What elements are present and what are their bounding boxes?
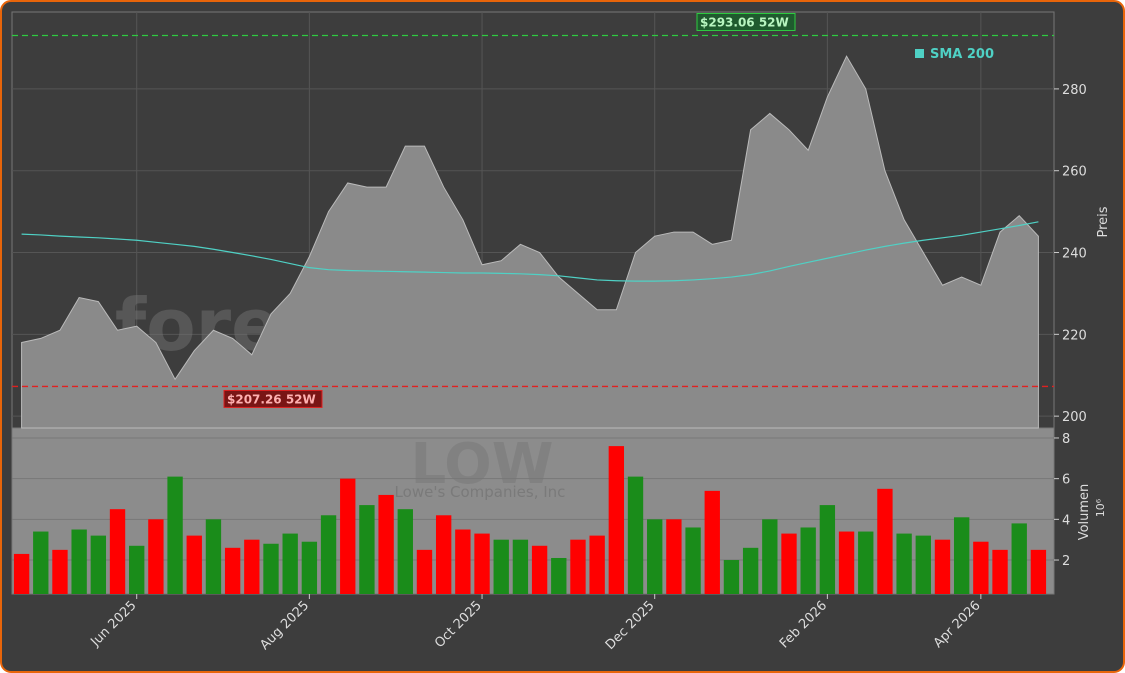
volume-bar bbox=[915, 535, 931, 594]
annotation-box bbox=[696, 12, 796, 31]
y-axis-label: Volumen bbox=[1077, 484, 1092, 541]
annotation-label: $207.26 52W bbox=[227, 392, 316, 406]
annotation-label: $293.06 52W bbox=[700, 15, 789, 29]
legend-swatch bbox=[915, 49, 924, 58]
volume-bar bbox=[589, 535, 605, 594]
volume-bar bbox=[838, 531, 855, 594]
volume-bar bbox=[877, 488, 893, 594]
volume-bar bbox=[627, 476, 644, 594]
volume-bar bbox=[723, 560, 740, 594]
volume-bar bbox=[896, 533, 912, 594]
volume-bar bbox=[704, 490, 720, 594]
volume-bar bbox=[531, 545, 548, 594]
volume-bar bbox=[359, 505, 375, 594]
legend-label: SMA 200 bbox=[930, 47, 994, 62]
volume-bar bbox=[167, 476, 183, 594]
y-tick-label: 2 bbox=[1062, 554, 1070, 569]
watermark: LOW bbox=[410, 432, 553, 497]
volume-bar bbox=[781, 533, 797, 594]
volume-bar bbox=[474, 533, 490, 594]
volume-bar bbox=[263, 543, 279, 594]
volume-bar bbox=[109, 509, 126, 594]
volume-bar bbox=[1011, 523, 1027, 594]
volume-bar bbox=[1030, 549, 1047, 594]
volume-bar bbox=[378, 494, 394, 594]
volume-bar bbox=[90, 535, 107, 594]
volume-bar bbox=[953, 517, 970, 594]
volume-bar bbox=[493, 539, 509, 594]
y-tick-label: 220 bbox=[1062, 328, 1087, 343]
volume-bar bbox=[13, 553, 30, 594]
volume-bar bbox=[71, 529, 87, 594]
sma-line bbox=[21, 221, 1039, 282]
volume-bar bbox=[205, 519, 222, 594]
y-tick-label: 240 bbox=[1062, 247, 1087, 262]
volume-bar bbox=[512, 539, 529, 594]
annotation-box bbox=[223, 389, 323, 408]
volume-bar bbox=[320, 515, 337, 594]
volume-bar bbox=[282, 533, 298, 594]
volume-bar bbox=[819, 505, 836, 594]
volume-bar bbox=[224, 547, 241, 594]
volume-bar bbox=[33, 531, 49, 594]
volume-bar bbox=[301, 541, 318, 594]
volume-bar bbox=[340, 478, 356, 594]
volume-bar bbox=[742, 547, 759, 594]
volume-bar bbox=[647, 519, 663, 594]
volume-bar bbox=[762, 519, 778, 594]
volume-bar bbox=[608, 446, 625, 594]
volume-bar bbox=[455, 529, 471, 594]
volume-bar bbox=[666, 519, 682, 594]
volume-bar bbox=[570, 539, 586, 594]
y-tick-label: 280 bbox=[1062, 83, 1087, 98]
y-tick-label: 8 bbox=[1062, 432, 1070, 447]
y-axis-label: Preis bbox=[1096, 206, 1111, 237]
volume-bar bbox=[551, 557, 567, 594]
y-tick-label: 4 bbox=[1062, 513, 1070, 528]
volume-bar bbox=[435, 515, 452, 594]
volume-bar bbox=[858, 531, 874, 594]
y-tick-label: 260 bbox=[1062, 165, 1087, 180]
y-tick-label: 200 bbox=[1062, 410, 1087, 425]
volume-bar bbox=[992, 549, 1008, 594]
volume-bar bbox=[685, 527, 701, 594]
volume-bar bbox=[244, 539, 260, 594]
volume-bar bbox=[397, 509, 413, 594]
volume-bar bbox=[186, 535, 202, 594]
y-axis-unit: 10⁶ bbox=[1094, 498, 1107, 517]
volume-bar bbox=[52, 549, 68, 594]
volume-bar bbox=[129, 545, 145, 594]
watermark-sub: Lowe's Companies, Inc bbox=[395, 483, 566, 501]
volume-bar bbox=[800, 527, 816, 594]
y-tick-label: 6 bbox=[1062, 473, 1070, 488]
volume-bar bbox=[148, 519, 164, 594]
volume-bar bbox=[416, 549, 433, 594]
volume-bar bbox=[973, 541, 989, 594]
volume-bar bbox=[934, 539, 951, 594]
